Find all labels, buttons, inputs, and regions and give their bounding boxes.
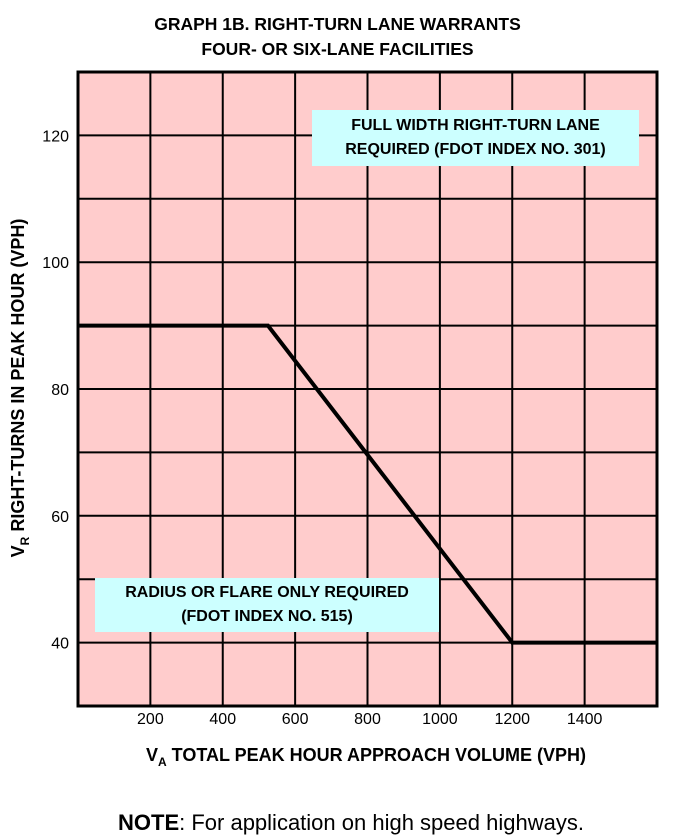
chart-title: GRAPH 1B. RIGHT-TURN LANE WARRANTS FOUR-… <box>0 12 675 62</box>
y-tick-label: 100 <box>42 255 69 272</box>
x-tick-label: 1400 <box>567 711 603 728</box>
footnote: NOTE: For application on high speed high… <box>118 810 584 836</box>
series-layer <box>78 323 657 645</box>
y-axis-label-text: RIGHT-TURNS IN PEAK HOUR (VPH) <box>8 219 28 537</box>
note-text: : For application on high speed highways… <box>179 810 584 835</box>
chart-title-line-1: GRAPH 1B. RIGHT-TURN LANE WARRANTS <box>154 14 521 34</box>
x-tick-label: 400 <box>209 711 236 728</box>
warrant-line <box>78 323 657 645</box>
x-tick-label: 600 <box>282 711 309 728</box>
note-label: NOTE <box>118 810 180 835</box>
annotation-radius-line-2: (FDOT INDEX NO. 515) <box>181 608 353 625</box>
annotation-full-width-lane: FULL WIDTH RIGHT-TURN LANE REQUIRED (FDO… <box>312 110 639 166</box>
annotation-full-width-line-1: FULL WIDTH RIGHT-TURN LANE <box>351 117 600 134</box>
annotation-full-width-line-2: REQUIRED (FDOT INDEX NO. 301) <box>345 141 606 158</box>
plot-border <box>76 70 659 708</box>
y-tick-label: 120 <box>42 128 69 145</box>
y-axis-label-subscript: R <box>18 536 32 545</box>
y-axis-label: VR RIGHT-TURNS IN PEAK HOUR (VPH) <box>8 219 32 558</box>
y-axis-label-prefix: V <box>8 545 28 557</box>
y-tick-labels: 40 60 80 100 120 <box>42 128 69 652</box>
chart-title-line-2: FOUR- OR SIX-LANE FACILITIES <box>201 39 474 59</box>
annotation-radius-or-flare: RADIUS OR FLARE ONLY REQUIRED (FDOT INDE… <box>95 578 439 632</box>
annotation-radius-line-1: RADIUS OR FLARE ONLY REQUIRED <box>125 584 409 601</box>
x-tick-labels: 200 400 600 800 1000 1200 1400 <box>137 711 603 728</box>
x-tick-label: 1000 <box>422 711 458 728</box>
x-tick-label: 200 <box>137 711 164 728</box>
x-axis-label-subscript: A <box>158 755 167 769</box>
x-tick-label: 1200 <box>494 711 530 728</box>
x-axis-label-text: TOTAL PEAK HOUR APPROACH VOLUME (VPH) <box>167 745 586 765</box>
x-axis-label: VA TOTAL PEAK HOUR APPROACH VOLUME (VPH) <box>146 745 586 769</box>
y-tick-label: 60 <box>51 509 69 526</box>
x-tick-label: 800 <box>354 711 381 728</box>
y-tick-label: 40 <box>51 636 69 653</box>
x-axis-label-prefix: V <box>146 745 158 765</box>
y-tick-label: 80 <box>51 382 69 399</box>
